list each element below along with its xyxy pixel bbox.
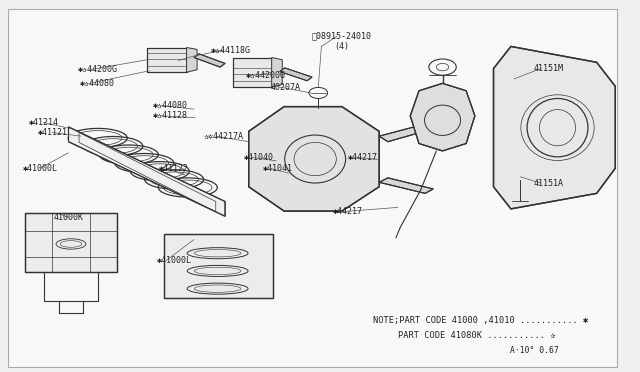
Text: ✱41122: ✱41122 bbox=[159, 164, 189, 173]
Text: ✱44217: ✱44217 bbox=[348, 153, 378, 162]
Text: PART CODE 41080K ........... ✰: PART CODE 41080K ........... ✰ bbox=[398, 331, 556, 340]
Text: ✱41214: ✱41214 bbox=[29, 118, 59, 127]
Text: 41151A: 41151A bbox=[533, 179, 563, 187]
Text: ✱41041: ✱41041 bbox=[263, 164, 293, 173]
Polygon shape bbox=[410, 83, 475, 151]
Bar bbox=[164, 234, 273, 298]
Polygon shape bbox=[379, 178, 433, 193]
Text: 41151M: 41151M bbox=[533, 64, 563, 73]
Text: (4): (4) bbox=[334, 42, 349, 51]
Polygon shape bbox=[280, 68, 312, 81]
Polygon shape bbox=[186, 48, 197, 72]
Polygon shape bbox=[493, 46, 615, 209]
Polygon shape bbox=[249, 107, 379, 211]
Polygon shape bbox=[272, 58, 282, 87]
Text: ✱✰44080: ✱✰44080 bbox=[80, 79, 115, 88]
Text: ✱✰44118G: ✱✰44118G bbox=[211, 46, 252, 55]
Text: 41000K: 41000K bbox=[54, 213, 83, 222]
Text: 40207A: 40207A bbox=[271, 83, 301, 92]
Text: ✱✰41128: ✱✰41128 bbox=[153, 111, 188, 121]
Bar bbox=[164, 234, 273, 298]
Text: ✱✰44200G: ✱✰44200G bbox=[246, 71, 285, 80]
Bar bbox=[25, 213, 117, 272]
Text: NOTE;PART CODE 41000 ,41010 ........... ✱: NOTE;PART CODE 41000 ,41010 ........... … bbox=[373, 316, 588, 325]
Text: A·10° 0.67: A·10° 0.67 bbox=[509, 346, 559, 355]
Polygon shape bbox=[194, 54, 225, 67]
Text: ✱✰44200G: ✱✰44200G bbox=[77, 65, 118, 74]
Text: ✱41000L: ✱41000L bbox=[22, 164, 58, 173]
Polygon shape bbox=[68, 127, 225, 216]
Text: ✱41000L: ✱41000L bbox=[157, 256, 191, 265]
Text: ✱41121: ✱41121 bbox=[37, 128, 67, 137]
Polygon shape bbox=[232, 58, 272, 87]
Bar bbox=[25, 213, 117, 272]
Text: Ⓠ08915-24010: Ⓠ08915-24010 bbox=[312, 32, 372, 41]
Text: ✱44217: ✱44217 bbox=[333, 207, 363, 217]
Text: ✱41040: ✱41040 bbox=[244, 153, 275, 162]
Text: ✰✲44217A: ✰✲44217A bbox=[204, 132, 244, 141]
Text: ✱✰44080: ✱✰44080 bbox=[153, 101, 188, 110]
Polygon shape bbox=[147, 48, 186, 72]
Polygon shape bbox=[379, 124, 433, 142]
